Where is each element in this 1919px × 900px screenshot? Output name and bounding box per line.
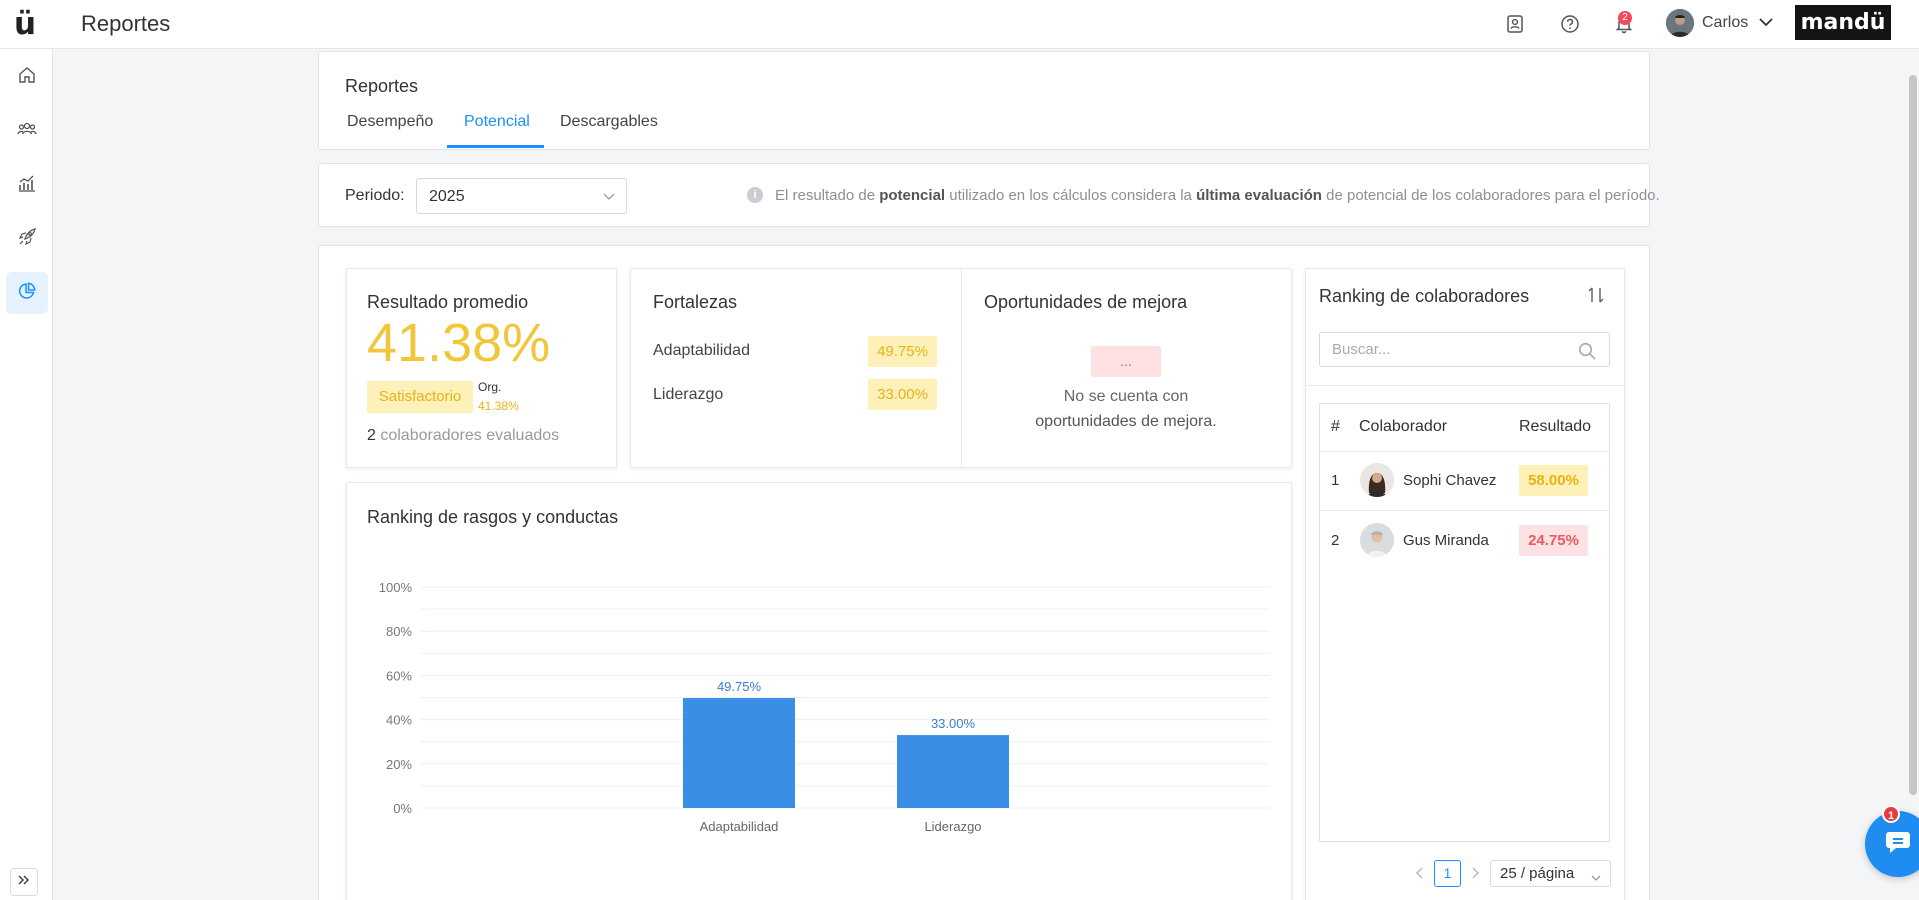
- bar: [897, 735, 1009, 808]
- page-number-button[interactable]: 1: [1434, 860, 1461, 887]
- table-row-rank: 2: [1331, 532, 1340, 549]
- average-title: Resultado promedio: [367, 292, 529, 312]
- ranking-search: [1319, 332, 1610, 367]
- contact-card-icon[interactable]: [1503, 12, 1527, 36]
- sidebar-item-performance[interactable]: [6, 164, 48, 206]
- pie-chart-icon: [17, 281, 37, 306]
- top-bar: ü Reportes 2 Carlos mandü: [0, 0, 1919, 49]
- evaluated-count: 2 colaboradores evaluados: [367, 427, 560, 444]
- notification-count-badge: 2: [1618, 11, 1632, 25]
- strength-label: Adaptabilidad: [653, 342, 750, 359]
- chevron-down-icon: [1590, 867, 1602, 892]
- row-separator: [1320, 451, 1609, 452]
- org-value: 41.38%: [478, 399, 519, 413]
- bar-value-label: 49.75%: [717, 679, 762, 694]
- search-input[interactable]: [1332, 341, 1562, 358]
- ranking-divider: [1306, 385, 1624, 386]
- traits-title: Ranking de rasgos y conductas: [367, 507, 619, 527]
- average-value: 41.38%: [367, 313, 551, 373]
- app-logo[interactable]: ü: [14, 6, 37, 42]
- y-tick-label: 60%: [386, 668, 412, 683]
- sidebar-item-potential[interactable]: [6, 218, 48, 260]
- collaborator-avatar: [1360, 463, 1394, 497]
- user-avatar[interactable]: [1666, 9, 1694, 37]
- chevron-down-icon: [602, 189, 616, 208]
- double-chevron-right-icon: [17, 873, 31, 892]
- y-tick-label: 80%: [386, 624, 412, 639]
- table-row-rank: 1: [1331, 472, 1340, 489]
- chat-unread-badge: 1: [1882, 805, 1900, 823]
- page-size-value: 25 / página: [1500, 865, 1575, 882]
- sidebar-item-reports[interactable]: [6, 272, 48, 314]
- reports-heading: Reportes: [345, 76, 419, 96]
- level-badge: Satisfactorio: [367, 381, 473, 413]
- collaborator-name[interactable]: Gus Miranda: [1403, 532, 1489, 549]
- ranking-title: Ranking de colaboradores: [1319, 286, 1530, 306]
- average-card: [346, 268, 617, 468]
- y-tick-label: 100%: [379, 580, 413, 595]
- active-tab-indicator: [447, 145, 544, 148]
- page-scrollbar[interactable]: [1909, 75, 1917, 795]
- reports-header-panel: [318, 51, 1650, 150]
- chevron-down-icon[interactable]: [1758, 14, 1774, 35]
- page-size-select[interactable]: 25 / página: [1490, 860, 1611, 887]
- strength-score: 49.75%: [868, 336, 937, 367]
- bar-value-label: 33.00%: [931, 716, 976, 731]
- page-title: Reportes: [81, 11, 171, 36]
- x-tick-label: Liderazgo: [924, 819, 981, 834]
- sort-icon[interactable]: [1587, 285, 1605, 310]
- x-tick-label: Adaptabilidad: [700, 819, 779, 834]
- column-header-rank: #: [1331, 418, 1340, 435]
- column-header-collaborator: Colaborador: [1359, 418, 1448, 435]
- column-header-result: Resultado: [1519, 418, 1592, 435]
- opportunities-empty-text: No se cuenta con oportunidades de mejora.: [1035, 388, 1217, 430]
- prev-page-button[interactable]: [1414, 863, 1426, 888]
- period-select[interactable]: 2025: [416, 178, 627, 214]
- expand-sidebar-button[interactable]: [10, 868, 38, 896]
- users-icon: [17, 119, 37, 144]
- y-tick-label: 0%: [393, 801, 412, 816]
- period-label: Periodo:: [345, 187, 405, 204]
- chart-growth-icon: [17, 173, 37, 198]
- org-label: Org.: [478, 380, 502, 394]
- next-page-button[interactable]: [1469, 863, 1481, 888]
- bar: [683, 698, 795, 808]
- tab-descargables[interactable]: Descargables: [560, 113, 658, 130]
- home-icon: [17, 65, 37, 90]
- tab-desempeno[interactable]: Desempeño: [347, 113, 434, 130]
- info-icon: i: [747, 187, 763, 203]
- y-tick-label: 40%: [386, 713, 412, 728]
- y-tick-label: 20%: [386, 757, 412, 772]
- row-separator: [1320, 510, 1609, 511]
- opportunities-title: Oportunidades de mejora: [984, 292, 1188, 312]
- user-name[interactable]: Carlos: [1702, 14, 1749, 31]
- collaborator-result: 58.00%: [1519, 465, 1588, 496]
- info-text: El resultado de potencial utilizado en l…: [775, 187, 1660, 204]
- sidebar: [0, 49, 53, 900]
- card-divider: [961, 269, 962, 467]
- collaborator-result: 24.75%: [1519, 525, 1588, 556]
- chat-icon: [1884, 829, 1912, 860]
- collaborator-name[interactable]: Sophi Chavez: [1403, 472, 1497, 489]
- help-icon[interactable]: [1558, 12, 1582, 36]
- search-icon[interactable]: [1577, 341, 1597, 366]
- chat-button[interactable]: [1865, 811, 1919, 877]
- rocket-icon: [17, 227, 37, 252]
- tab-potencial[interactable]: Potencial: [464, 113, 530, 130]
- strengths-title: Fortalezas: [653, 292, 738, 312]
- sidebar-item-home[interactable]: [6, 56, 48, 98]
- strength-score: 33.00%: [868, 379, 937, 410]
- period-value: 2025: [429, 188, 465, 205]
- sidebar-item-users[interactable]: [6, 110, 48, 152]
- brand-logo: mandü: [1795, 5, 1891, 40]
- collaborator-avatar: [1360, 523, 1394, 557]
- traits-chart-card: [346, 482, 1292, 900]
- strength-label: Liderazgo: [653, 386, 724, 403]
- opportunities-badge: ...: [1091, 346, 1161, 377]
- traits-bar-chart: 0% 20% 40% 60% 80% 100% 49.75% Adaptabilidad 33.…: [379, 580, 1270, 834]
